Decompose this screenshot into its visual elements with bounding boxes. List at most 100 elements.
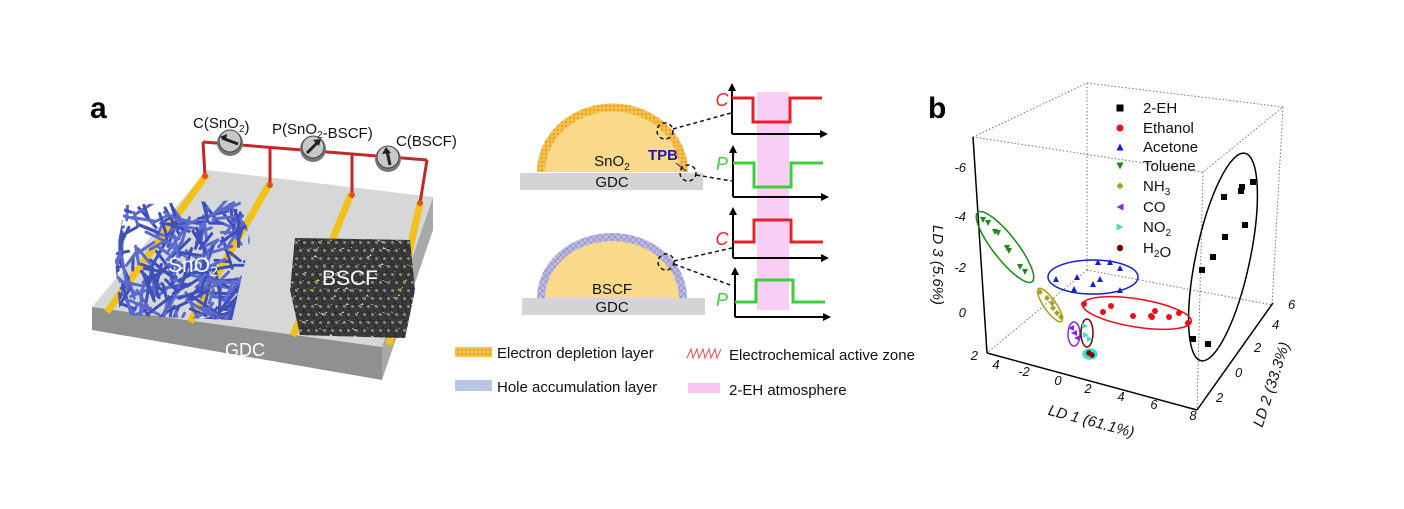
arrow-icon (220, 134, 227, 141)
particle (349, 256, 360, 267)
bscf-label: BSCF (322, 267, 378, 290)
particle (406, 320, 415, 330)
legend-item-Toluene: Toluene (1116, 158, 1196, 175)
step-plots (728, 83, 831, 321)
ld1-tick: 4 (1117, 389, 1124, 404)
point-CO (1071, 330, 1077, 336)
legend-marker (1116, 223, 1124, 231)
nanorod (156, 245, 170, 256)
point-CO (1068, 325, 1074, 331)
ld1-tick: 6 (1150, 397, 1158, 412)
zoom-callouts (656, 112, 734, 287)
point-Acetone (1095, 259, 1101, 265)
point-2-EH (1221, 194, 1227, 200)
legend-label: CO (1143, 199, 1166, 216)
cluster-ellipses (975, 152, 1259, 362)
ld2-axis (1196, 302, 1274, 411)
nanorod (135, 288, 152, 312)
ld1-tick: 0 (1054, 373, 1062, 388)
plot-box (972, 82, 1285, 411)
point-Toluene (1022, 269, 1028, 275)
point-2-EH (1250, 179, 1256, 185)
nanorod (219, 222, 250, 243)
arrow-icon (821, 193, 829, 201)
legend-marker (1116, 203, 1124, 211)
point-NH3 (1058, 314, 1064, 320)
arrow-icon (823, 313, 831, 321)
ld3-title: LD 3 (5.6%) (929, 225, 946, 305)
nanorod (198, 305, 222, 318)
bscf-particle: BSCF GDC (522, 233, 705, 316)
step-trace-0 (732, 96, 822, 124)
atmosphere-band (757, 92, 789, 310)
point-Toluene (1017, 264, 1023, 270)
nanorod (125, 203, 129, 222)
particle (389, 287, 400, 298)
nanorod (224, 279, 235, 301)
point-Acetone (1074, 274, 1080, 280)
nanorod (180, 216, 191, 244)
legend-item-H2O: H2O (1116, 240, 1171, 261)
legend-marker (1116, 182, 1124, 190)
sno2-particle-label: SnO2 (594, 153, 630, 173)
meter-label-c-bscf: C(BSCF) (396, 133, 457, 150)
point-Ethanol (1100, 309, 1106, 315)
legend-label: Acetone (1143, 139, 1198, 156)
nanorod (148, 239, 168, 271)
nanorod (118, 279, 143, 288)
nanorod (172, 282, 192, 295)
plot-label-p2: P (716, 290, 728, 310)
ld2-tick: 2 (1253, 340, 1262, 355)
point-Acetone (1090, 281, 1096, 287)
nanorod (173, 234, 181, 265)
point-Ethanol (1176, 310, 1182, 316)
meter-c-bscf (375, 145, 401, 172)
nanorod (152, 280, 157, 296)
nanorod (159, 294, 171, 320)
particle (353, 295, 364, 306)
nanorod (179, 260, 191, 289)
nanorod (209, 279, 225, 285)
schematic-legend: Electron depletion layer Electrochemical… (455, 345, 915, 399)
legend-marker (1116, 124, 1124, 132)
point-Ethanol (1166, 314, 1172, 320)
particle (393, 279, 404, 289)
ld2-tick: 0 (1235, 365, 1243, 380)
legend-item-Ethanol: Ethanol (1116, 120, 1194, 137)
particle (321, 327, 332, 337)
point-NO2 (1087, 336, 1093, 342)
particle (389, 335, 400, 338)
cluster-ellipse-2-EH (1187, 152, 1259, 362)
nanorod (198, 264, 235, 274)
nanorod (115, 250, 123, 265)
nanorod (167, 237, 192, 261)
arrow-icon (382, 147, 391, 154)
nanorod (205, 201, 236, 220)
meter-p-sno2-bscf (300, 135, 326, 162)
nanorod (174, 310, 182, 320)
plot-label-c2: C (716, 229, 730, 249)
nanorod (142, 203, 150, 220)
legend-swatch-dotted (455, 347, 492, 357)
arrow-icon (313, 139, 321, 146)
nanorod (188, 307, 208, 318)
point-NH3 (1049, 300, 1055, 306)
meter-label-p: P(SnO2-BSCF) (272, 121, 373, 142)
legend-label: NO2 (1143, 219, 1172, 239)
nanorod (191, 273, 214, 282)
particle (305, 279, 316, 290)
point-Ethanol (1081, 301, 1087, 307)
point-2-EH (1239, 184, 1245, 190)
ld2-tick: 2 (1215, 390, 1224, 405)
meter-c-sno2 (217, 129, 243, 156)
particle (313, 238, 324, 242)
arrow-icon (821, 254, 829, 262)
nanorod (217, 287, 222, 317)
particle (297, 295, 308, 305)
particle (409, 295, 415, 306)
nanorod (191, 229, 206, 250)
data-points (980, 179, 1256, 358)
legend-label: Ethanol (1143, 120, 1194, 137)
legend-marker (1116, 244, 1124, 252)
